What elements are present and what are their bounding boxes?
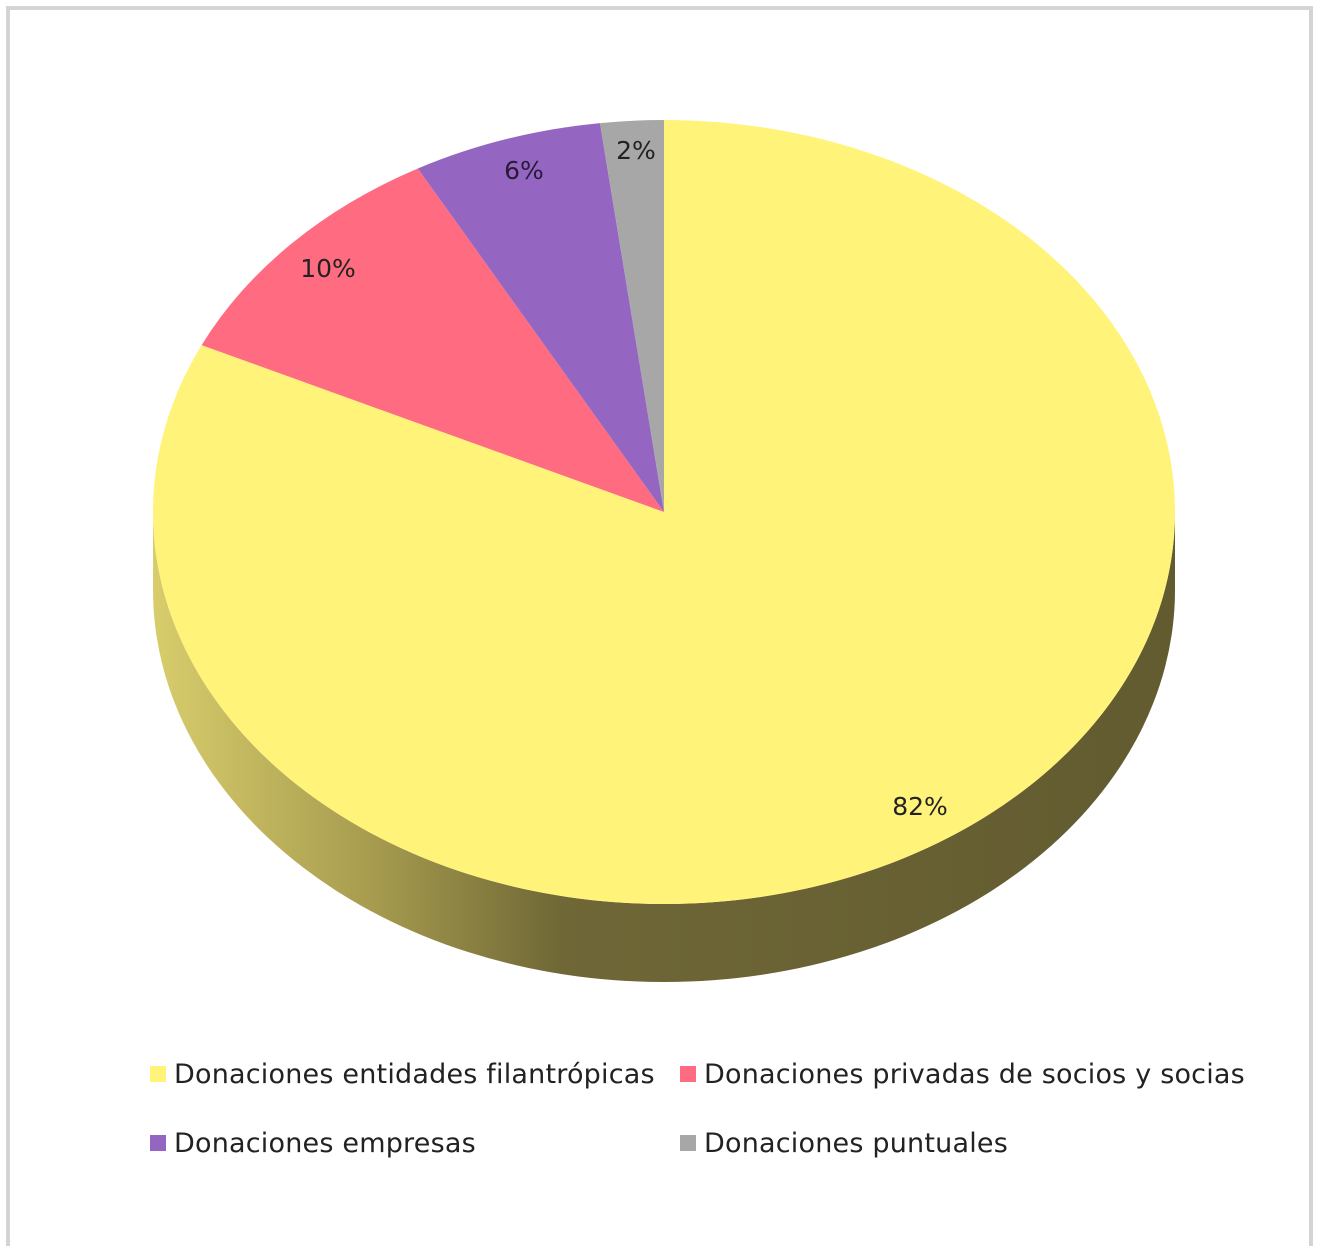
pie-slice-empresas	[417, 123, 664, 512]
pie-slice-socios	[201, 168, 665, 512]
pie-data-labels: 82% 10% 6% 2%	[300, 136, 948, 821]
data-label-socios: 10%	[300, 254, 356, 283]
pie-side-wall	[153, 512, 1175, 982]
pie-slice-puntuales	[599, 120, 664, 512]
pie-slice-entidades	[152, 120, 1175, 904]
pie-side-surface	[153, 512, 1175, 982]
pie-slices	[152, 120, 1175, 904]
data-label-entidades: 82%	[892, 792, 948, 821]
data-label-empresas: 6%	[504, 156, 544, 185]
data-label-puntuales: 2%	[616, 136, 656, 165]
